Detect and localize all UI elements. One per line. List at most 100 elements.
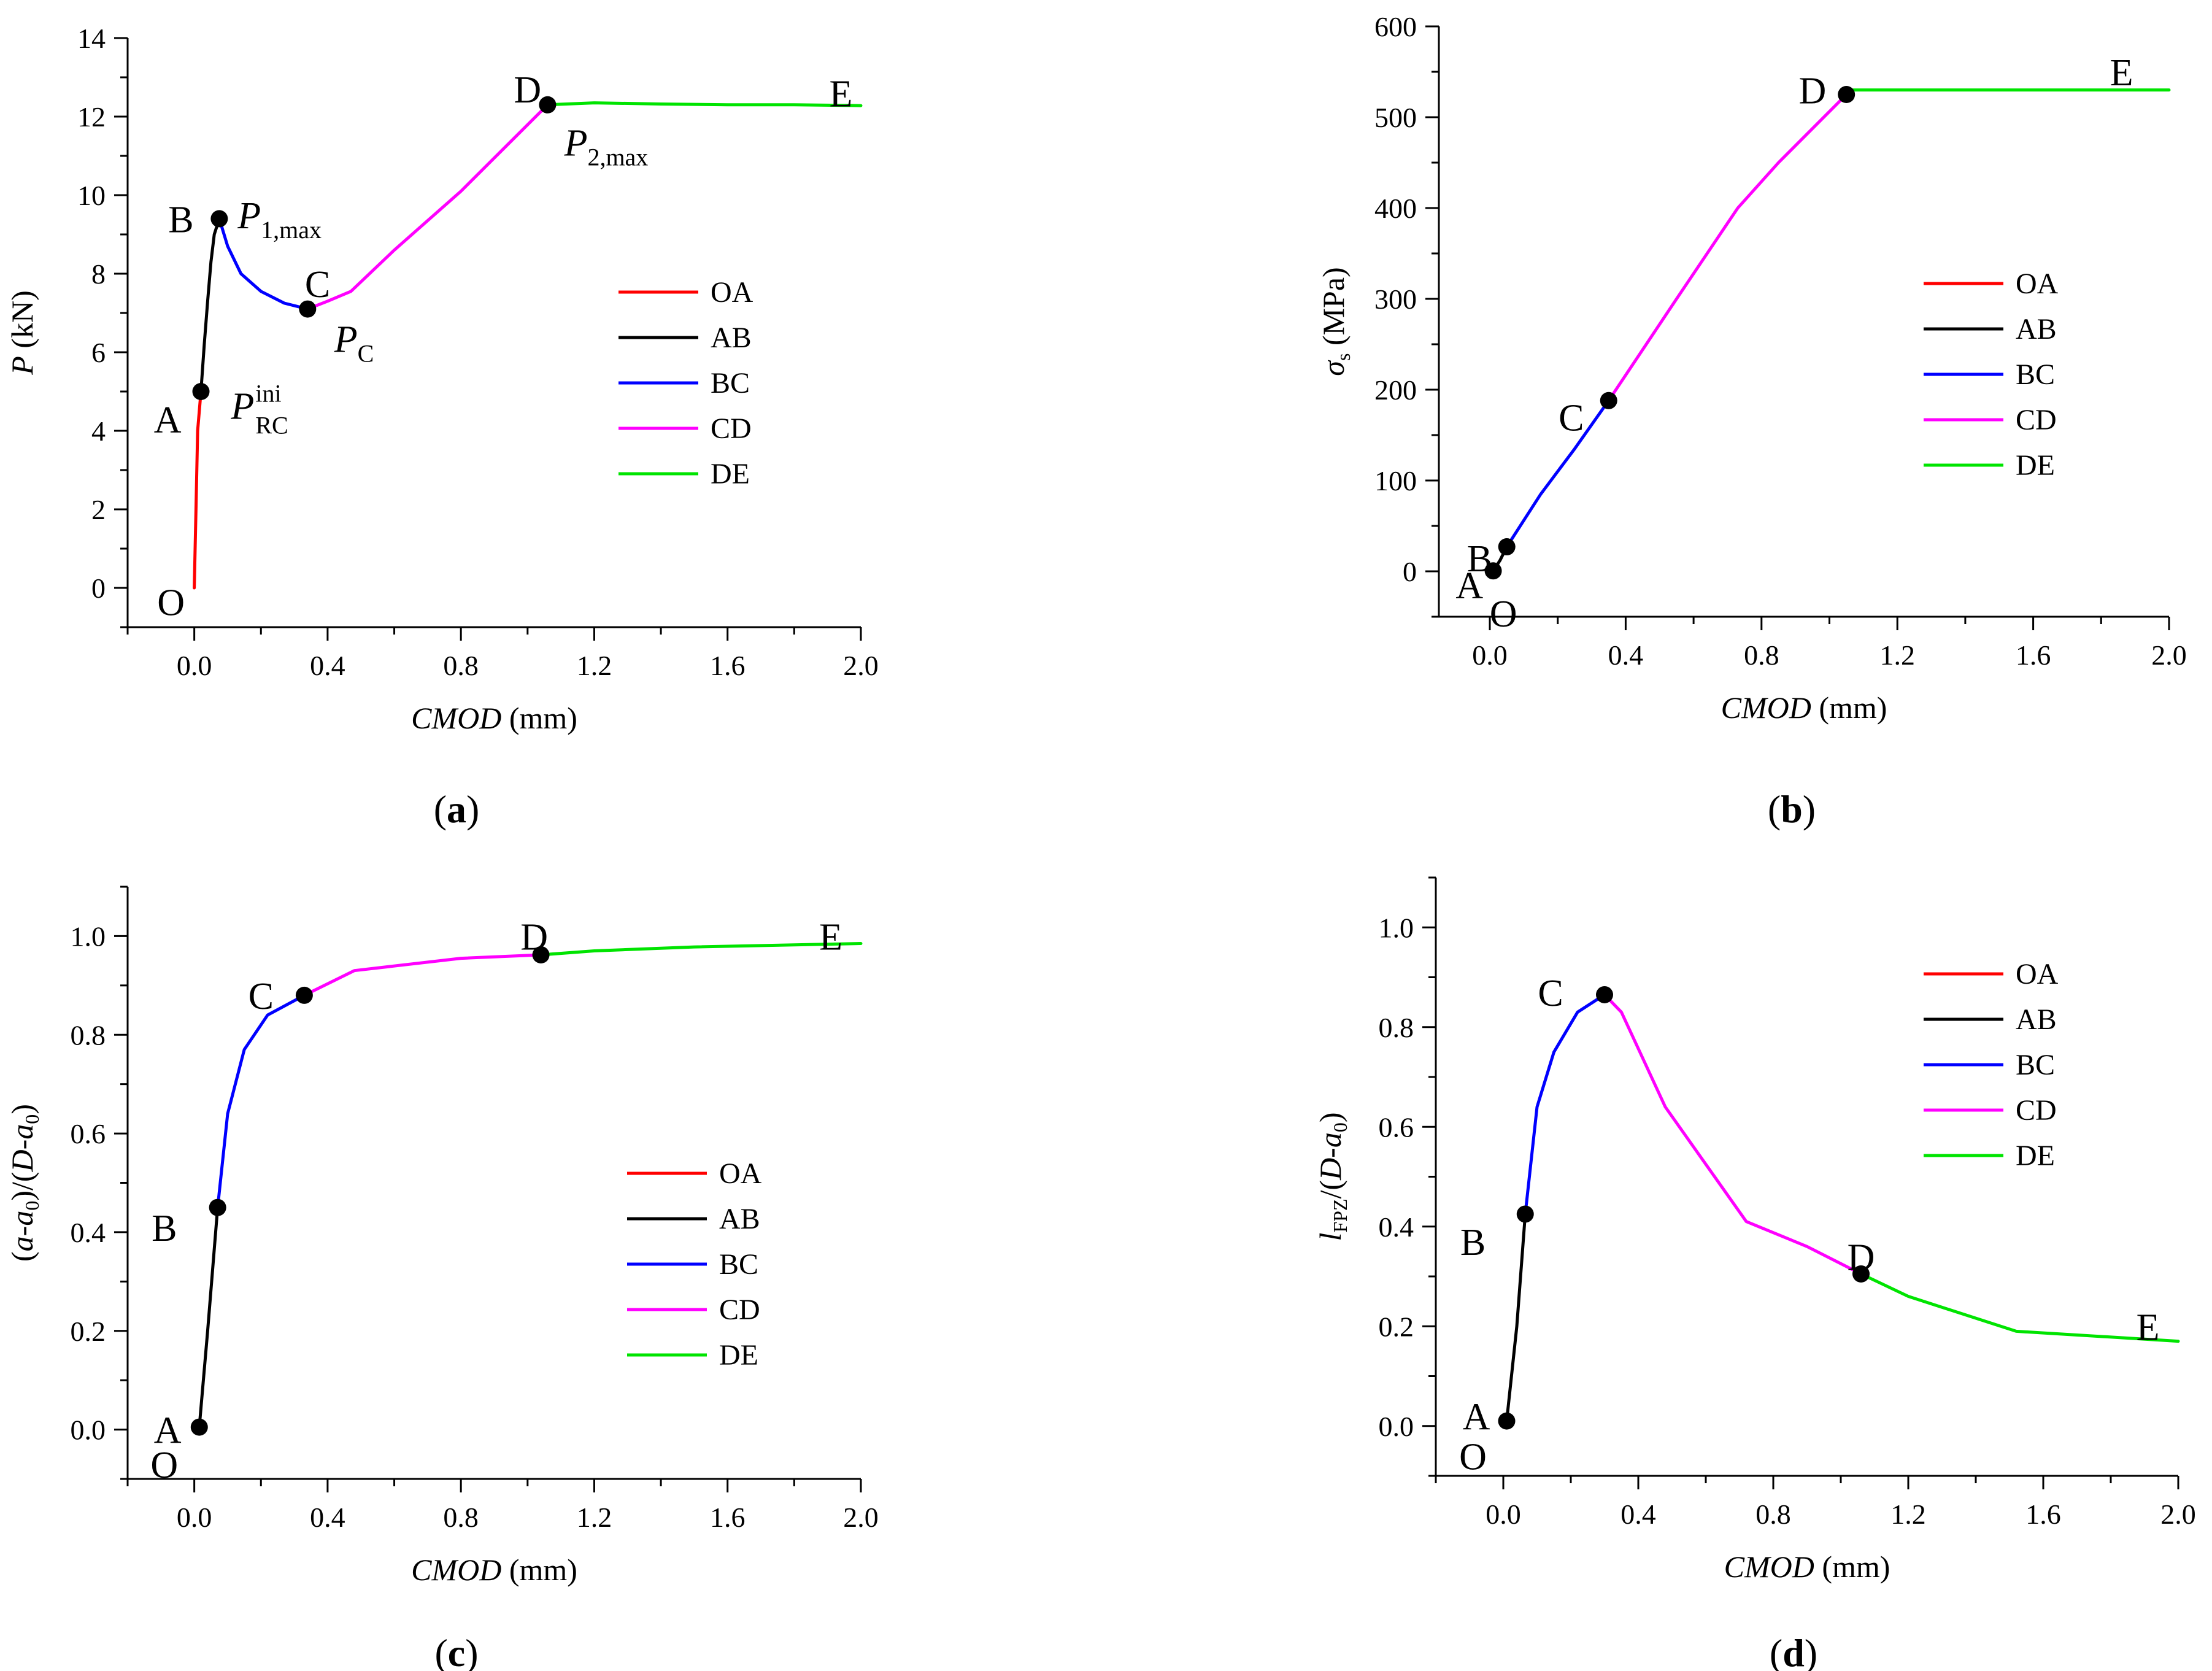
series-bc	[216, 994, 306, 1210]
y-tick-label: 0.0	[1379, 1411, 1414, 1442]
legend-label-cd: CD	[2016, 1094, 2057, 1127]
x-axis-label: CMOD (mm)	[411, 1553, 577, 1587]
point-label-d: D	[1798, 71, 1826, 112]
panel-caption: (a)	[434, 787, 480, 831]
y-tick-label: 0.8	[71, 1019, 106, 1051]
point-label-o: O	[1459, 1437, 1487, 1478]
y-axis-label: lFPZ/(D-a0)	[1313, 1112, 1351, 1241]
annotation-sub: 1,max	[261, 216, 322, 244]
legend-label-oa: OA	[711, 276, 753, 309]
y-axis-label-var: σ	[1316, 360, 1351, 376]
x-tick-label: 0.0	[1486, 1499, 1521, 1530]
panel-b: 0.0 0.4 0.8 1.2 1.6 2.0 0 100 200 300 400 500 600 CMO…	[1316, 11, 2187, 831]
y-axis-label-var: P	[5, 356, 39, 376]
series-cd	[303, 953, 542, 997]
y-tick-label: 0.4	[71, 1217, 106, 1248]
x-tick-label: 0.8	[443, 1502, 479, 1533]
y-axis-label-sub: s	[1332, 353, 1354, 361]
y-tick-label: 400	[1374, 193, 1417, 224]
series-bc	[217, 217, 309, 311]
y-axis-label: P (kN)	[5, 290, 39, 375]
marker-point-d	[539, 96, 557, 114]
x-tick-label: 1.2	[1890, 1499, 1926, 1530]
marker-point-d	[1852, 1265, 1870, 1283]
x-axis-label-var: CMOD	[411, 701, 501, 735]
legend-label-de: DE	[711, 458, 750, 490]
caption-paren: (	[434, 787, 447, 831]
annotation-p-rc: Pini RC	[230, 379, 288, 439]
legend-label-oa: OA	[2016, 268, 2059, 300]
annotation-sub: C	[358, 340, 374, 368]
y-axis-label: σs (MPa)	[1316, 267, 1354, 376]
series-bc	[1524, 993, 1606, 1216]
annotation-sup: ini	[255, 379, 281, 407]
annotation-sub: 2,max	[587, 144, 648, 171]
point-label-o: O	[1490, 593, 1517, 635]
y-axis-label-part: a	[1313, 1132, 1347, 1148]
y-tick-label: 0.6	[1379, 1111, 1414, 1143]
point-label-b: B	[1467, 538, 1492, 580]
marker-point-d	[1838, 86, 1856, 103]
series-cd	[1607, 93, 1848, 403]
y-tick-label: 0.2	[1379, 1311, 1414, 1342]
y-tick-label: 0.6	[71, 1118, 106, 1149]
caption-letter: d	[1782, 1631, 1805, 1671]
series-cd	[306, 103, 549, 311]
x-tick-label: 2.0	[843, 650, 879, 681]
legend-label-bc: BC	[2016, 1049, 2055, 1081]
x-tick-label: 1.6	[710, 650, 746, 681]
x-tick-label: 1.2	[577, 650, 612, 681]
y-axis-label: (a-a0)/(D-a0)	[5, 1104, 43, 1262]
y-tick-label: 200	[1374, 374, 1417, 406]
marker-point-a	[192, 383, 210, 400]
caption-paren: )	[466, 787, 479, 831]
y-tick-label: 500	[1374, 102, 1417, 133]
point-label-b: B	[1460, 1222, 1486, 1264]
x-tick-label: 0.8	[1744, 639, 1779, 671]
annotation-base: P	[564, 123, 588, 164]
legend-label-cd: CD	[711, 412, 752, 445]
y-axis-label-part: 0	[1329, 1122, 1351, 1132]
marker-point-c	[295, 986, 313, 1004]
point-label-a: A	[154, 399, 182, 441]
point-label-o: O	[150, 1445, 178, 1486]
x-tick-label: 0.0	[177, 1502, 212, 1533]
y-tick-label: 600	[1374, 11, 1417, 42]
caption-paren: (	[434, 1631, 447, 1671]
series-ab	[1505, 1212, 1527, 1423]
panel-d: 0.0 0.4 0.8 1.2 1.6 2.0 0.0 0.2 0.4 0.6 0.8 1.0 CMOD…	[1313, 876, 2196, 1671]
y-tick-label: 8	[91, 258, 106, 290]
point-label-d: D	[1848, 1237, 1875, 1279]
legend-label-bc: BC	[2016, 358, 2055, 391]
panel-caption: (d)	[1770, 1631, 1817, 1671]
marker-point-a	[190, 1418, 208, 1436]
point-label-a: A	[154, 1410, 182, 1452]
marker-point-a	[1484, 562, 1502, 580]
x-axis-label-var: CMOD	[411, 1553, 501, 1587]
x-axis-label-unit: (mm)	[501, 701, 577, 735]
legend-label-cd: CD	[719, 1294, 760, 1326]
x-tick-label: 0.4	[310, 1502, 345, 1533]
point-label-a: A	[1463, 1397, 1490, 1438]
point-label-o: O	[157, 582, 185, 623]
y-axis-label-part: a	[5, 1236, 39, 1251]
x-axis-label-unit: (mm)	[501, 1553, 577, 1587]
y-tick-label: 1.0	[71, 920, 106, 952]
panel-a: 0.0 0.4 0.8 1.2 1.6 2.0 0 2 4 6 8 10 12 14 CMOD (mm) P …	[5, 23, 879, 831]
x-tick-label: 1.6	[2016, 639, 2051, 671]
x-axis-label-var: CMOD	[1721, 690, 1811, 725]
y-tick-label: 4	[91, 415, 106, 447]
x-axis-label: CMOD (mm)	[1721, 690, 1887, 725]
series-ab	[198, 1206, 220, 1429]
legend-label-bc: BC	[719, 1248, 758, 1281]
y-tick-label: 2	[91, 494, 106, 525]
marker-point-d	[532, 946, 550, 963]
y-tick-label: 0	[91, 573, 106, 604]
caption-paren: )	[1805, 1631, 1817, 1671]
y-tick-label: 0.4	[1379, 1211, 1414, 1243]
x-axis-label-unit: (mm)	[1811, 690, 1887, 725]
marker-point-b	[1516, 1205, 1534, 1223]
y-axis-label-part: D	[5, 1149, 39, 1172]
x-axis-label-var: CMOD	[1724, 1549, 1814, 1584]
y-tick-label: 0.8	[1379, 1012, 1414, 1043]
